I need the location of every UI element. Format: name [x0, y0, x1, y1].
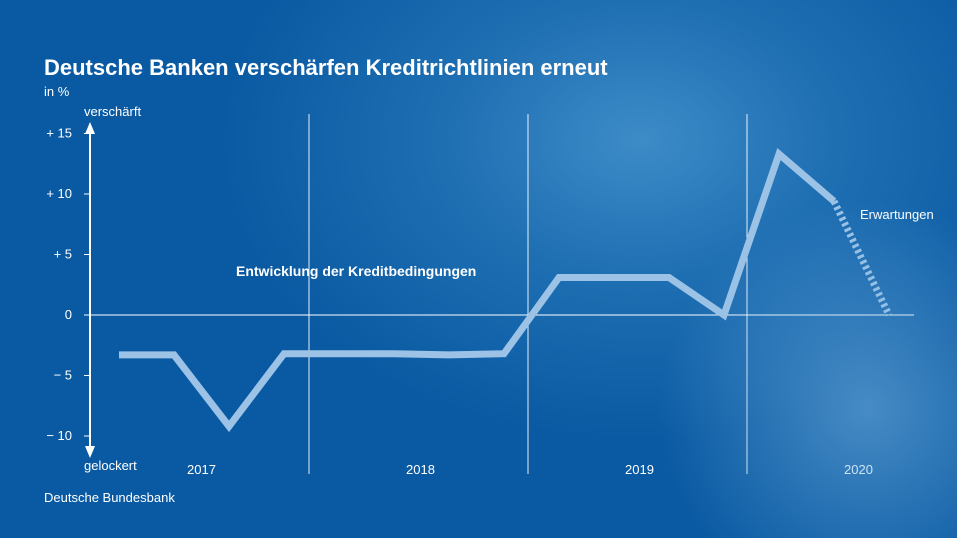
year-label: 2018	[406, 462, 435, 477]
y-tick-label: + 15	[46, 126, 72, 141]
year-label: 2019	[625, 462, 654, 477]
expectation-line	[830, 199, 893, 317]
arrow-up-icon	[85, 122, 95, 134]
y-tick-label: 0	[65, 307, 72, 322]
expectation-label: Erwartungen	[860, 207, 934, 222]
series-line	[119, 148, 837, 433]
y-tick-label: + 10	[46, 186, 72, 201]
year-label: 2017	[187, 462, 216, 477]
y-tick-label: + 5	[54, 247, 72, 262]
direction-label-bottom: gelockert	[84, 458, 137, 473]
y-tick-label: − 5	[54, 368, 72, 383]
chart-title: Deutsche Banken verschärfen Kreditrichtl…	[44, 55, 608, 80]
unit-label: in %	[44, 84, 70, 99]
series-label: Entwicklung der Kreditbedingungen	[236, 263, 477, 279]
direction-label-top: verschärft	[84, 104, 142, 119]
year-label: 2020	[844, 462, 873, 477]
y-tick-label: − 10	[46, 428, 72, 443]
source-label: Deutsche Bundesbank	[44, 490, 175, 505]
arrow-down-icon	[85, 446, 95, 458]
